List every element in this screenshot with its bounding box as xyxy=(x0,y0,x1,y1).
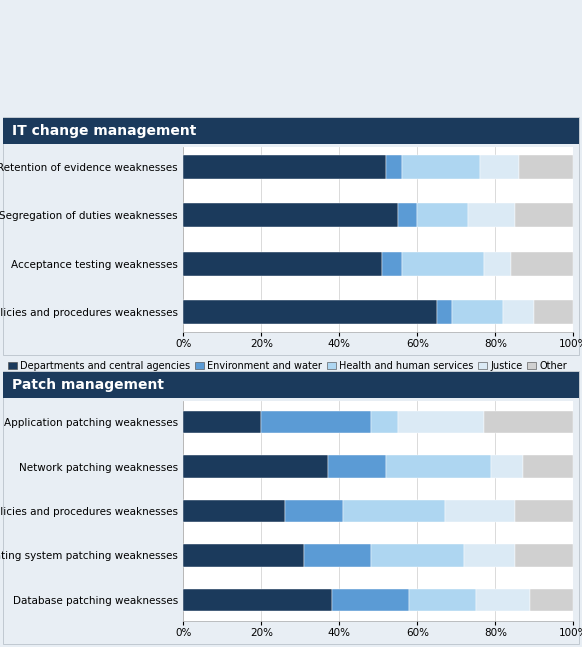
Bar xyxy=(183,589,332,611)
Bar xyxy=(514,500,573,522)
Bar xyxy=(343,500,445,522)
Bar xyxy=(382,252,402,276)
Bar xyxy=(484,411,573,433)
Bar xyxy=(304,544,371,567)
Bar xyxy=(402,252,484,276)
Bar xyxy=(386,455,491,477)
Bar xyxy=(183,203,398,228)
Bar xyxy=(183,155,386,179)
Bar xyxy=(484,252,511,276)
Bar xyxy=(445,500,514,522)
Bar xyxy=(183,411,261,433)
Bar xyxy=(328,455,386,477)
Bar xyxy=(386,155,402,179)
Legend: Departments and central agencies, Environment and water, Health and human servic: Departments and central agencies, Enviro… xyxy=(8,361,567,371)
Bar xyxy=(183,500,285,522)
Bar xyxy=(332,589,410,611)
Bar xyxy=(503,300,534,324)
Bar xyxy=(530,589,573,611)
Bar xyxy=(183,544,304,567)
Bar xyxy=(436,300,452,324)
Bar xyxy=(398,411,484,433)
Bar xyxy=(468,203,514,228)
Bar xyxy=(417,203,468,228)
Bar xyxy=(285,500,343,522)
Text: IT change management: IT change management xyxy=(12,124,196,138)
Bar xyxy=(183,455,328,477)
Bar xyxy=(398,203,417,228)
Bar xyxy=(402,155,480,179)
Bar xyxy=(261,411,371,433)
Bar xyxy=(511,252,573,276)
Bar xyxy=(523,455,573,477)
Bar xyxy=(534,300,573,324)
Bar xyxy=(491,455,523,477)
Bar xyxy=(514,544,573,567)
Bar xyxy=(452,300,503,324)
Bar xyxy=(514,203,573,228)
Bar xyxy=(371,544,464,567)
Bar xyxy=(480,155,519,179)
Bar xyxy=(475,589,530,611)
Bar xyxy=(519,155,573,179)
Bar xyxy=(371,411,398,433)
Bar xyxy=(410,589,475,611)
Bar xyxy=(183,252,382,276)
Text: Patch management: Patch management xyxy=(12,378,164,392)
Bar xyxy=(183,300,436,324)
Bar xyxy=(464,544,514,567)
